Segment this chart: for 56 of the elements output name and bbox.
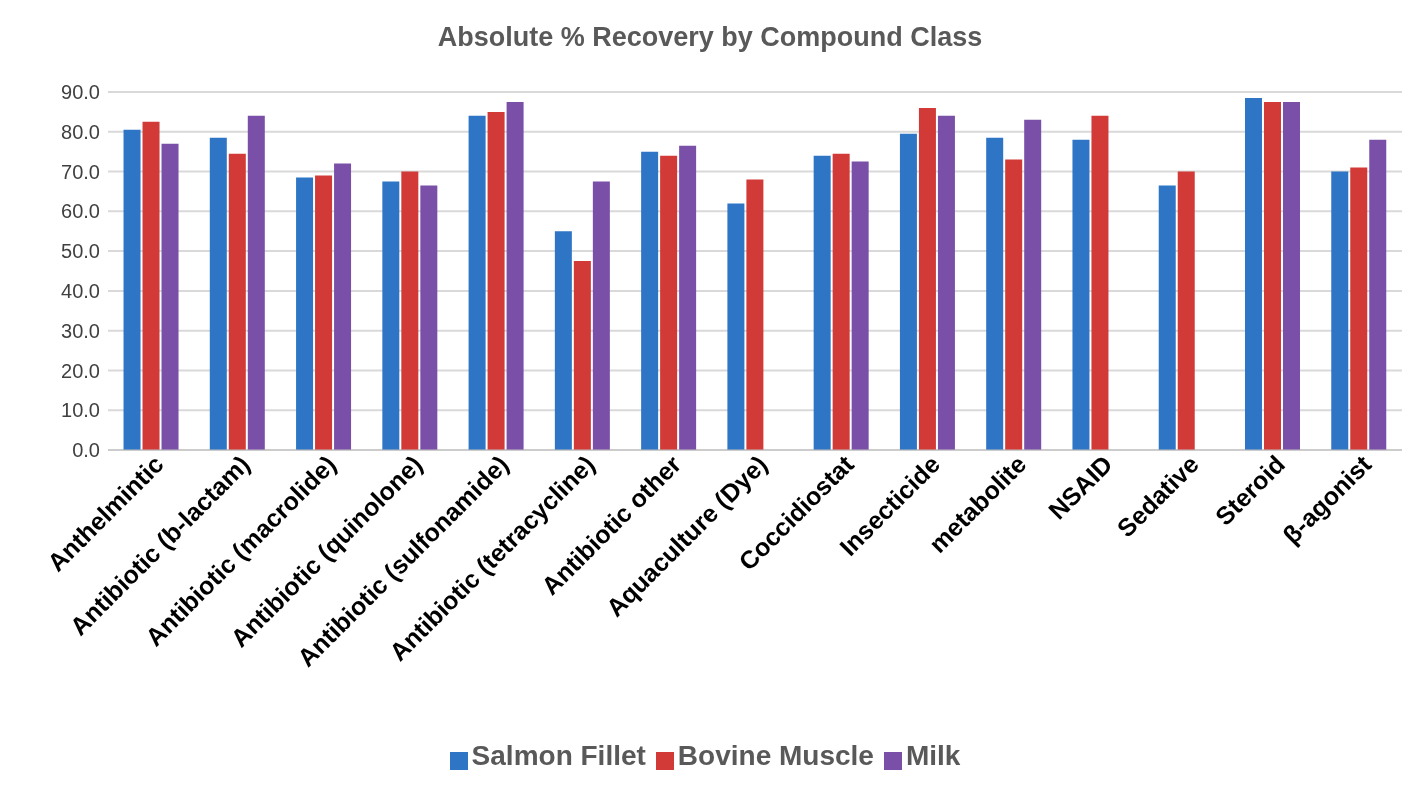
bar [420,185,438,450]
bar [315,175,333,450]
legend-label: Salmon Fillet [471,740,646,771]
bar [899,133,917,450]
bar [813,155,831,450]
bar [937,115,955,450]
bar [832,153,850,450]
y-tick-label: 10.0 [61,399,100,422]
legend-label: Milk [905,740,961,771]
bar [161,143,179,450]
bar [1282,101,1300,450]
y-tick-label: 50.0 [61,240,100,263]
bar [1072,139,1090,450]
y-tick-label: 60.0 [61,200,100,223]
bar [1158,185,1176,450]
bar [209,137,227,450]
bar [592,181,610,450]
bar [1177,171,1195,450]
bar [247,115,265,450]
bar [1331,171,1349,450]
chart-title: Absolute % Recovery by Compound Class [436,21,984,54]
y-tick-label: 20.0 [61,359,100,382]
bar [986,137,1004,450]
bar [468,115,486,450]
bar [660,155,678,450]
y-tick-label: 80.0 [61,120,100,143]
bar [228,153,246,450]
y-tick-label: 90.0 [61,81,100,104]
bar [727,203,745,450]
bar [1244,97,1262,450]
bar [1005,159,1023,450]
y-tick-label: 0.0 [72,439,100,462]
bar [918,107,936,450]
bar [123,129,141,450]
y-tick-label: 30.0 [61,319,100,342]
bar [1350,167,1368,450]
bar [1091,115,1109,450]
legend-label: Bovine Muscle [677,740,874,771]
bar [334,163,352,450]
bar [641,151,659,450]
bar [142,121,160,450]
bar [746,179,764,450]
bar [554,231,572,450]
bar [506,101,524,450]
bar [487,111,505,450]
bar [573,261,591,450]
bar [1263,101,1281,450]
bar [296,177,314,450]
y-tick-label: 40.0 [61,279,100,302]
bar [1369,139,1387,450]
bar [679,145,697,450]
bar [851,161,869,450]
bar [401,171,419,450]
y-tick-label: 70.0 [61,160,100,183]
bar [382,181,400,450]
bar [1024,119,1042,450]
